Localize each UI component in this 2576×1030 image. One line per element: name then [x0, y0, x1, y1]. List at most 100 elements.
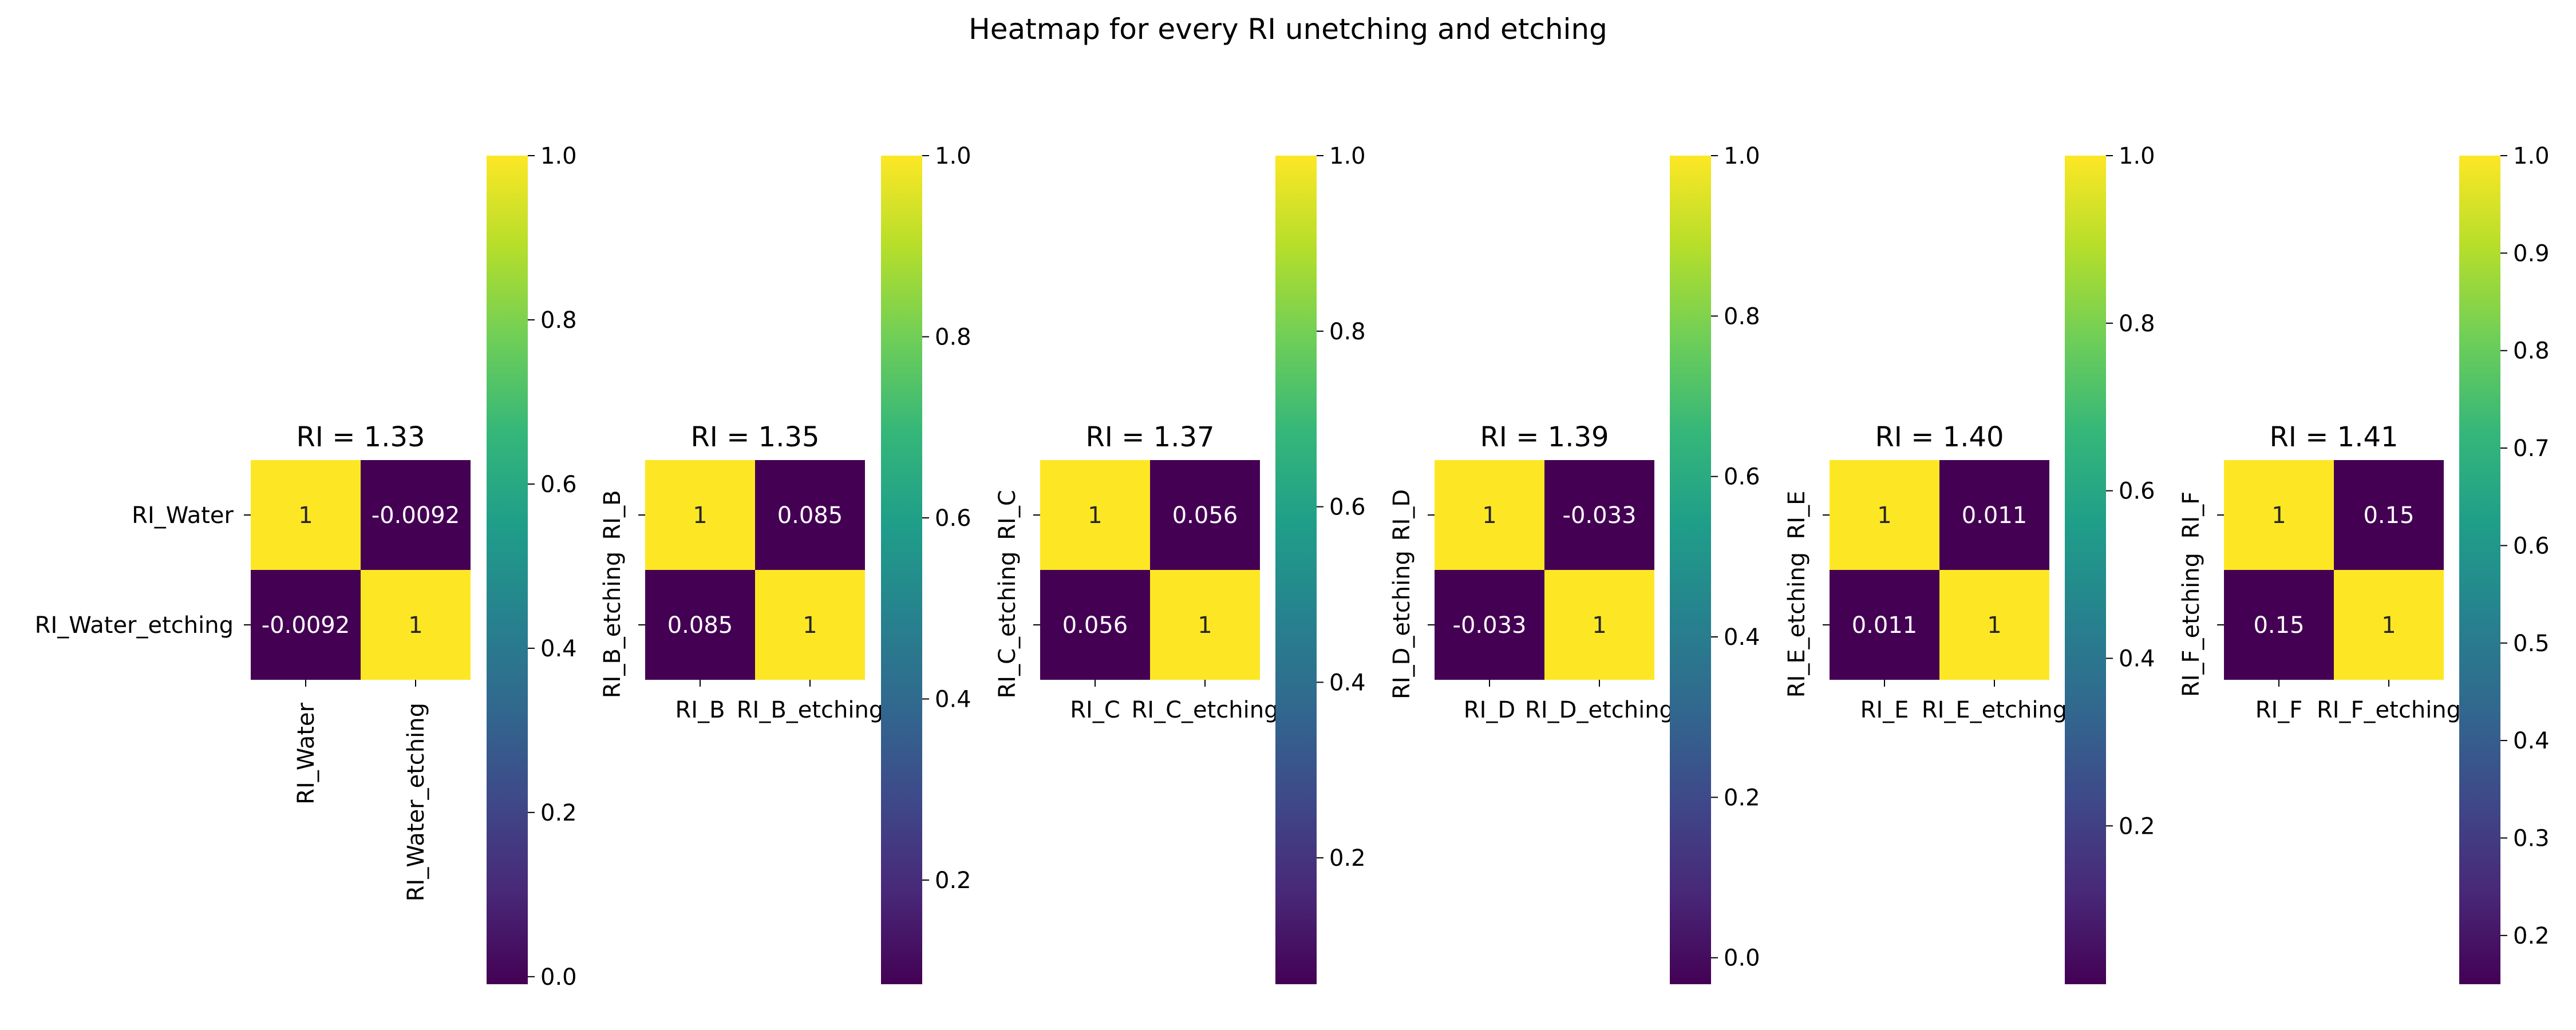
y-tick-label: RI_E_etching — [1784, 552, 1810, 698]
x-tick-label: RI_B_etching — [737, 697, 884, 723]
cell-annotation: -0.033 — [1453, 612, 1527, 639]
colorbar-tick-label: 0.0 — [1724, 945, 1760, 972]
heatmap-cell — [1939, 570, 2049, 680]
colorbar-tick-label: 0.9 — [2513, 240, 2550, 267]
cell-annotation: 0.056 — [1062, 612, 1128, 639]
heatmap-cell — [2224, 460, 2334, 570]
colorbar-tick-label: 1.0 — [935, 143, 971, 169]
heatmap-title: RI = 1.35 — [690, 421, 819, 453]
colorbar-tick-label: 0.4 — [540, 636, 577, 662]
x-tick-label: RI_D — [1464, 697, 1515, 723]
x-tick-label: RI_D_etching — [1525, 697, 1674, 723]
cell-annotation: 1 — [1877, 502, 1891, 529]
colorbar — [2459, 156, 2500, 984]
cell-annotation: 1 — [803, 612, 817, 639]
colorbar-tick-label: 0.2 — [1329, 845, 1366, 871]
colorbar-tick-label: 1.0 — [2513, 143, 2550, 169]
y-tick-label: RI_F_etching — [2178, 553, 2204, 697]
x-tick-label: RI_E — [1860, 697, 1909, 723]
heatmap-title: RI = 1.40 — [1875, 421, 2004, 453]
heatmap-cell — [1435, 460, 1544, 570]
y-tick-label: RI_C — [994, 490, 1021, 540]
colorbar-tick-label: 0.8 — [1724, 303, 1760, 330]
cell-annotation: 1 — [1482, 502, 1496, 529]
heatmap-cell — [251, 570, 361, 680]
colorbar-tick-label: 1.0 — [1724, 143, 1760, 169]
cell-annotation: 0.011 — [1852, 612, 1918, 639]
heatmap-cell — [755, 460, 865, 570]
x-tick-label: RI_Water_etching — [403, 703, 429, 901]
heatmap-cell — [361, 570, 471, 680]
figure-title: Heatmap for every RI unetching and etchi… — [969, 13, 1607, 46]
heatmap-cell — [645, 460, 755, 570]
colorbar-tick-label: 0.6 — [2119, 478, 2155, 505]
heatmap-cell — [755, 570, 865, 680]
cell-annotation: 0.15 — [2363, 502, 2414, 529]
x-tick-label: RI_B — [675, 697, 725, 723]
colorbar-tick-label: 0.7 — [2513, 435, 2550, 462]
heatmap-cell — [1040, 460, 1150, 570]
heatmap-cell — [1939, 460, 2049, 570]
colorbar-tick-label: 0.8 — [935, 324, 971, 351]
colorbar — [1670, 156, 1711, 984]
heatmap-cell — [2334, 570, 2444, 680]
heatmap-cell — [645, 570, 755, 680]
colorbar-tick-label: 0.3 — [2513, 825, 2550, 851]
y-tick-label: RI_Water_etching — [35, 612, 234, 639]
cell-annotation: -0.0092 — [262, 612, 350, 639]
cell-annotation: 1 — [1592, 612, 1606, 639]
cell-annotation: 0.011 — [1962, 502, 2028, 529]
colorbar-tick-label: 1.0 — [540, 143, 577, 169]
x-tick-label: RI_E_etching — [1922, 697, 2067, 723]
cell-annotation: 1 — [1198, 612, 1212, 639]
colorbar — [1275, 156, 1317, 984]
cell-annotation: 1 — [408, 612, 422, 639]
x-tick-label: RI_F_etching — [2317, 697, 2461, 723]
colorbar-tick-label: 0.4 — [1329, 670, 1366, 696]
cell-annotation: 1 — [298, 502, 313, 529]
heatmap-title: RI = 1.39 — [1480, 421, 1609, 453]
heatmap-cell — [1150, 460, 1260, 570]
colorbar-tick-label: 0.8 — [1329, 319, 1366, 345]
y-tick-label: RI_D — [1389, 489, 1415, 541]
y-tick-label: RI_B_etching — [599, 552, 626, 699]
cell-annotation: 0.056 — [1172, 502, 1238, 529]
y-tick-label: RI_F — [2178, 492, 2204, 539]
heatmap-title: RI = 1.37 — [1085, 421, 1214, 453]
colorbar-tick-label: 0.0 — [540, 964, 577, 991]
colorbar-tick-label: 0.2 — [2513, 923, 2550, 949]
colorbar-tick-label: 0.4 — [2513, 728, 2550, 754]
y-tick-label: RI_E — [1784, 491, 1810, 540]
x-tick-label: RI_C_etching — [1131, 697, 1278, 723]
y-tick-label: RI_B — [599, 490, 626, 540]
colorbar-tick-label: 0.4 — [2119, 645, 2155, 672]
cell-annotation: 1 — [1987, 612, 2001, 639]
cell-annotation: 1 — [2381, 612, 2396, 639]
cell-annotation: 1 — [1088, 502, 1102, 529]
colorbar-tick-label: 0.2 — [540, 800, 577, 826]
y-tick-label: RI_Water — [132, 502, 234, 529]
colorbar-tick-label: 0.2 — [1724, 785, 1760, 811]
cell-annotation: 0.085 — [667, 612, 733, 639]
heatmap-panel-4: RI = 1.39 1 -0.033 -0.033 1 RI_D RI_D_etching R… — [1389, 143, 1760, 984]
colorbar-tick-label: 0.6 — [935, 505, 971, 532]
colorbar-tick-label: 0.6 — [540, 472, 577, 498]
colorbar — [487, 156, 528, 984]
cell-annotation: -0.0092 — [372, 502, 460, 529]
colorbar-tick-label: 0.6 — [1329, 494, 1366, 521]
heatmap-title: RI = 1.33 — [296, 421, 425, 453]
y-tick-label: RI_C_etching — [994, 551, 1021, 698]
colorbar — [2065, 156, 2106, 984]
heatmap-cell — [251, 460, 361, 570]
heatmap-panel-2: RI = 1.35 1 0.085 0.085 1 RI_B RI_B_etching RI_… — [599, 143, 971, 984]
heatmap-panel-6: RI = 1.41 1 0.15 0.15 1 RI_F RI_F_etching RI_F R… — [2178, 143, 2550, 984]
heatmap-cell — [2334, 460, 2444, 570]
colorbar-tick-label: 1.0 — [2119, 143, 2155, 169]
cell-annotation: 0.085 — [777, 502, 843, 529]
heatmap-cell — [2224, 570, 2334, 680]
colorbar-tick-label: 0.2 — [2119, 813, 2155, 839]
colorbar-tick-label: 1.0 — [1329, 143, 1366, 169]
colorbar-tick-label: 0.8 — [2119, 311, 2155, 337]
heatmap-cell — [1435, 570, 1544, 680]
